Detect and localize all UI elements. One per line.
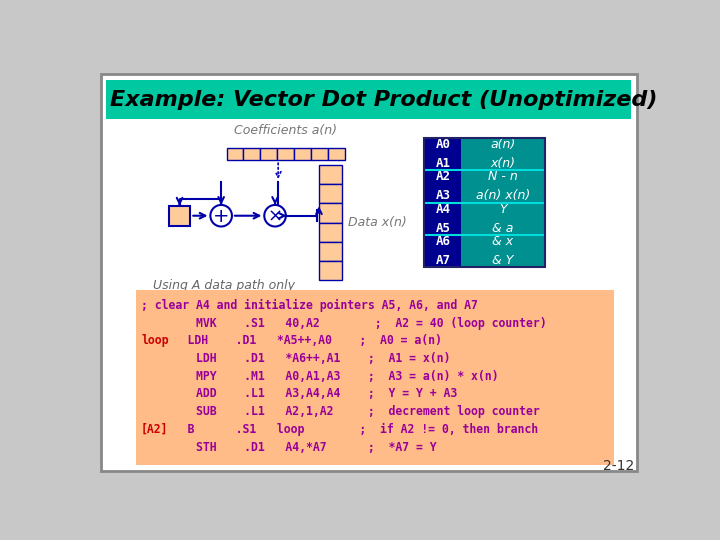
Bar [319, 242, 342, 261]
Text: A6
A7: A6 A7 [436, 235, 451, 267]
Bar [425, 138, 544, 267]
Text: STH    .D1   A4,*A7      ;  *A7 = Y: STH .D1 A4,*A7 ; *A7 = Y [141, 441, 437, 454]
Text: loop: loop [141, 334, 168, 347]
Bar [319, 222, 342, 242]
Bar [462, 202, 544, 235]
Bar [261, 148, 277, 160]
Bar [311, 148, 328, 160]
Bar [277, 148, 294, 160]
Bar [462, 235, 544, 267]
Bar [319, 204, 342, 222]
Text: LDH    .D1   *A5++,A0    ;  A0 = a(n): LDH .D1 *A5++,A0 ; A0 = a(n) [160, 334, 442, 347]
Bar [319, 165, 342, 184]
Bar [168, 206, 190, 226]
Text: ADD    .L1   A3,A4,A4    ;  Y = Y + A3: ADD .L1 A3,A4,A4 ; Y = Y + A3 [141, 387, 457, 401]
Text: SUB    .L1   A2,1,A2     ;  decrement loop counter: SUB .L1 A2,1,A2 ; decrement loop counter [141, 405, 540, 418]
Text: N - n
a(n) x(n): N - n a(n) x(n) [476, 171, 530, 202]
Text: Example: Vector Dot Product (Unoptimized): Example: Vector Dot Product (Unoptimized… [110, 90, 657, 110]
Text: Y
& a: Y & a [492, 203, 513, 235]
Bar [319, 184, 342, 204]
Bar [243, 148, 261, 160]
Text: [A2]: [A2] [141, 423, 168, 436]
Text: MPY    .M1   A0,A1,A3    ;  A3 = a(n) * x(n): MPY .M1 A0,A1,A3 ; A3 = a(n) * x(n) [141, 370, 498, 383]
Bar [227, 148, 243, 160]
Text: LDH    .D1   *A6++,A1    ;  A1 = x(n): LDH .D1 *A6++,A1 ; A1 = x(n) [141, 352, 451, 365]
Text: Data x(n): Data x(n) [348, 216, 407, 229]
Circle shape [210, 205, 232, 226]
Bar [425, 235, 462, 267]
Text: ; clear A4 and initialize pointers A5, A6, and A7: ; clear A4 and initialize pointers A5, A… [141, 299, 478, 312]
Text: ×: × [268, 207, 283, 226]
Text: A0
A1: A0 A1 [436, 138, 451, 170]
Text: Coefficients a(n): Coefficients a(n) [234, 124, 338, 137]
Text: A2
A3: A2 A3 [436, 171, 451, 202]
Circle shape [264, 205, 286, 226]
Text: +: + [213, 207, 230, 226]
Bar [328, 148, 345, 160]
Text: Using A data path only: Using A data path only [153, 279, 295, 292]
Bar [425, 202, 462, 235]
Bar [462, 138, 544, 170]
Bar [294, 148, 311, 160]
Bar [462, 170, 544, 202]
Bar [425, 170, 462, 202]
Bar [106, 80, 631, 119]
Text: a(n)
x(n): a(n) x(n) [490, 138, 516, 170]
Text: A4
A5: A4 A5 [436, 203, 451, 235]
Text: & x
& Y: & x & Y [492, 235, 513, 267]
Text: 2-12: 2-12 [603, 459, 634, 473]
Bar [319, 261, 342, 280]
Text: MVK    .S1   40,A2        ;  A2 = 40 (loop counter): MVK .S1 40,A2 ; A2 = 40 (loop counter) [141, 316, 546, 329]
Bar [425, 138, 462, 170]
Text: B      .S1   loop        ;  if A2 != 0, then branch: B .S1 loop ; if A2 != 0, then branch [160, 423, 539, 436]
Bar [137, 289, 614, 465]
